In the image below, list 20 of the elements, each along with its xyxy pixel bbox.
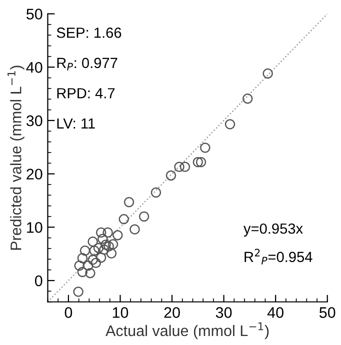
annotation: R$^{2}$$_{P}$=0.954 [244,248,312,264]
x-axis-title: Actual value (mmol L$^{−1}$) [106,322,269,340]
y-tick-label: 40 [26,62,42,73]
x-tick-label: 0 [64,307,72,318]
y-tick-label: 50 [26,8,42,20]
annotation: RPD: 4.7 [57,88,115,98]
y-tick-label: 10 [27,222,42,233]
x-tick-label: 10 [112,307,128,318]
x-tick-label: 50 [319,307,336,318]
x-tick-label: 20 [164,307,180,318]
annotation: SEP: 1.66 [56,28,122,38]
y-axis-title: Predicted value (mmol L$^{−1}$) [8,66,24,250]
annotation: y=0.953x [244,223,303,237]
x-tick-label: 40 [267,307,284,318]
y-tick-label: 0 [34,275,42,286]
y-tick-label: 20 [26,168,42,180]
y-tick-label: 30 [26,115,42,126]
annotation: LV: 11 [57,118,95,128]
x-tick-label: 30 [216,307,232,318]
annotation: R$_{P}$: 0.977 [57,58,118,70]
